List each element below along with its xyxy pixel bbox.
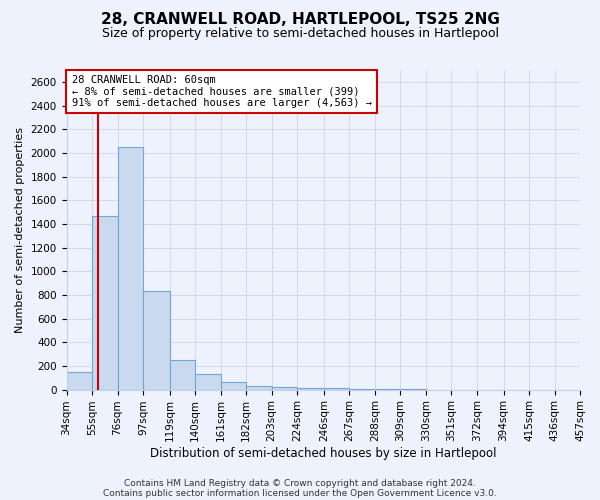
Bar: [272, 387, 297, 390]
Text: Size of property relative to semi-detached houses in Hartlepool: Size of property relative to semi-detach…: [101, 28, 499, 40]
Bar: [400, 389, 426, 390]
Bar: [246, 386, 272, 390]
Bar: [92, 216, 118, 390]
Bar: [195, 374, 221, 390]
Bar: [143, 292, 170, 390]
Text: 28 CRANWELL ROAD: 60sqm
← 8% of semi-detached houses are smaller (399)
91% of se: 28 CRANWELL ROAD: 60sqm ← 8% of semi-det…: [71, 75, 371, 108]
Bar: [349, 388, 375, 390]
Y-axis label: Number of semi-detached properties: Number of semi-detached properties: [15, 127, 25, 333]
Bar: [170, 360, 195, 390]
Bar: [375, 389, 400, 390]
Text: Contains HM Land Registry data © Crown copyright and database right 2024.: Contains HM Land Registry data © Crown c…: [124, 478, 476, 488]
Bar: [297, 388, 324, 390]
Bar: [67, 372, 92, 390]
Text: 28, CRANWELL ROAD, HARTLEPOOL, TS25 2NG: 28, CRANWELL ROAD, HARTLEPOOL, TS25 2NG: [101, 12, 499, 28]
Bar: [118, 147, 143, 390]
Text: Contains public sector information licensed under the Open Government Licence v3: Contains public sector information licen…: [103, 488, 497, 498]
Bar: [324, 388, 349, 390]
Bar: [221, 382, 246, 390]
X-axis label: Distribution of semi-detached houses by size in Hartlepool: Distribution of semi-detached houses by …: [150, 447, 497, 460]
